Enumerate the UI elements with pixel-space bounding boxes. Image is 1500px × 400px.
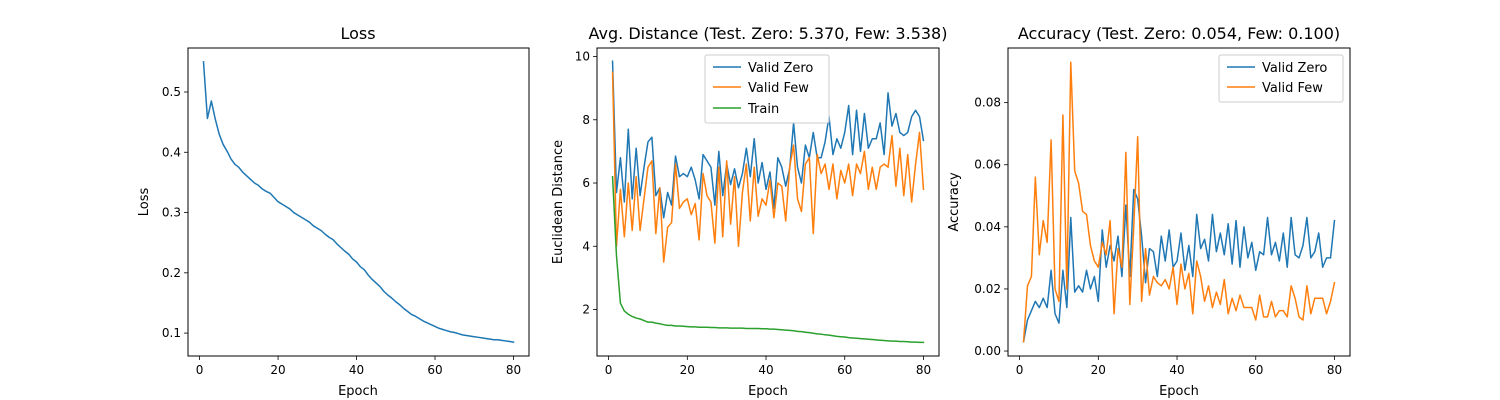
x-axis-label: Epoch bbox=[1159, 384, 1199, 399]
y-tick-label: 4 bbox=[582, 239, 590, 253]
x-tick-label: 60 bbox=[837, 363, 852, 377]
y-tick-label: 0.06 bbox=[974, 158, 1001, 172]
y-tick-label: 6 bbox=[582, 176, 590, 190]
plot-lines bbox=[202, 61, 515, 343]
plot-frame bbox=[1007, 47, 1351, 357]
x-tick-label: 20 bbox=[680, 363, 695, 377]
legend-label-valid-few: Valid Few bbox=[748, 81, 809, 96]
x-tick-label: 40 bbox=[349, 363, 364, 377]
accuracy-chart: Accuracy (Test. Zero: 0.054, Few: 0.100)… bbox=[947, 24, 1351, 399]
chart-title: Accuracy (Test. Zero: 0.054, Few: 0.100) bbox=[1018, 24, 1340, 43]
y-axis-label: Accuracy bbox=[947, 172, 962, 232]
y-tick-label: 0.08 bbox=[974, 96, 1001, 110]
y-tick-label: 0.2 bbox=[162, 266, 181, 280]
y-tick-label: 0.3 bbox=[162, 206, 181, 220]
x-axis-label: Epoch bbox=[748, 384, 788, 399]
x-axis-label: Epoch bbox=[338, 384, 378, 399]
chart-title: Avg. Distance (Test. Zero: 5.370, Few: 3… bbox=[589, 24, 948, 43]
x-tick-label: 80 bbox=[916, 363, 931, 377]
x-tick-label: 60 bbox=[1248, 363, 1263, 377]
legend-label-valid-few: Valid Few bbox=[1262, 81, 1323, 96]
series-line-valid-few bbox=[611, 71, 925, 263]
y-tick-label: 0.5 bbox=[162, 85, 181, 99]
plot-frame bbox=[596, 47, 940, 357]
legend-label-valid-zero: Valid Zero bbox=[1262, 61, 1327, 76]
y-tick-label: 0.1 bbox=[162, 326, 181, 340]
legend-box bbox=[704, 54, 830, 124]
legend: Valid Zero Valid Few Train bbox=[704, 54, 830, 124]
y-tick-label: 10 bbox=[575, 50, 590, 64]
y-axis-label: Euclidean Distance bbox=[551, 140, 566, 264]
chart-title: Loss bbox=[340, 24, 375, 43]
axis-ticks: 0 20 40 60 80 0.1 0.2 0.3 0.4 0.5 bbox=[162, 85, 521, 377]
y-tick-label: 0.02 bbox=[974, 282, 1001, 296]
axis-ticks: 0 20 40 60 80 2 4 6 8 10 bbox=[575, 50, 931, 377]
plot-frame bbox=[187, 47, 530, 357]
x-tick-label: 40 bbox=[758, 363, 773, 377]
axis-ticks: 0 20 40 60 80 0.00 0.02 0.04 0.06 0.08 bbox=[974, 96, 1342, 377]
x-tick-label: 0 bbox=[1016, 363, 1024, 377]
series-line-0 bbox=[202, 61, 515, 343]
x-tick-label: 20 bbox=[1091, 363, 1106, 377]
x-tick-label: 60 bbox=[427, 363, 442, 377]
y-tick-label: 0.4 bbox=[162, 145, 181, 159]
series-line-valid-few bbox=[1022, 61, 1336, 343]
x-tick-label: 0 bbox=[605, 363, 613, 377]
loss-chart: Loss 0 20 40 60 80 0.1 0.2 0.3 0.4 0.5 Epoch Loss bbox=[137, 24, 530, 399]
x-tick-label: 0 bbox=[196, 363, 204, 377]
y-tick-label: 8 bbox=[582, 113, 590, 127]
y-tick-label: 0.00 bbox=[974, 344, 1001, 358]
series-line-valid-zero bbox=[1022, 188, 1336, 343]
y-tick-label: 0.04 bbox=[974, 220, 1001, 234]
plot-lines bbox=[611, 60, 925, 344]
legend-label-valid-zero: Valid Zero bbox=[748, 61, 813, 76]
y-axis-label: Loss bbox=[137, 188, 152, 217]
y-tick-label: 2 bbox=[582, 303, 590, 317]
plot-lines bbox=[1022, 61, 1336, 343]
series-line-train bbox=[611, 175, 925, 344]
series-line-valid-zero bbox=[611, 60, 925, 219]
x-tick-label: 80 bbox=[1327, 363, 1342, 377]
x-tick-label: 20 bbox=[270, 363, 285, 377]
x-tick-label: 80 bbox=[506, 363, 521, 377]
legend: Valid Zero Valid Few bbox=[1218, 54, 1344, 103]
legend-label-train: Train bbox=[747, 102, 779, 117]
x-tick-label: 40 bbox=[1169, 363, 1184, 377]
avg-distance-chart: Avg. Distance (Test. Zero: 5.370, Few: 3… bbox=[551, 24, 947, 399]
